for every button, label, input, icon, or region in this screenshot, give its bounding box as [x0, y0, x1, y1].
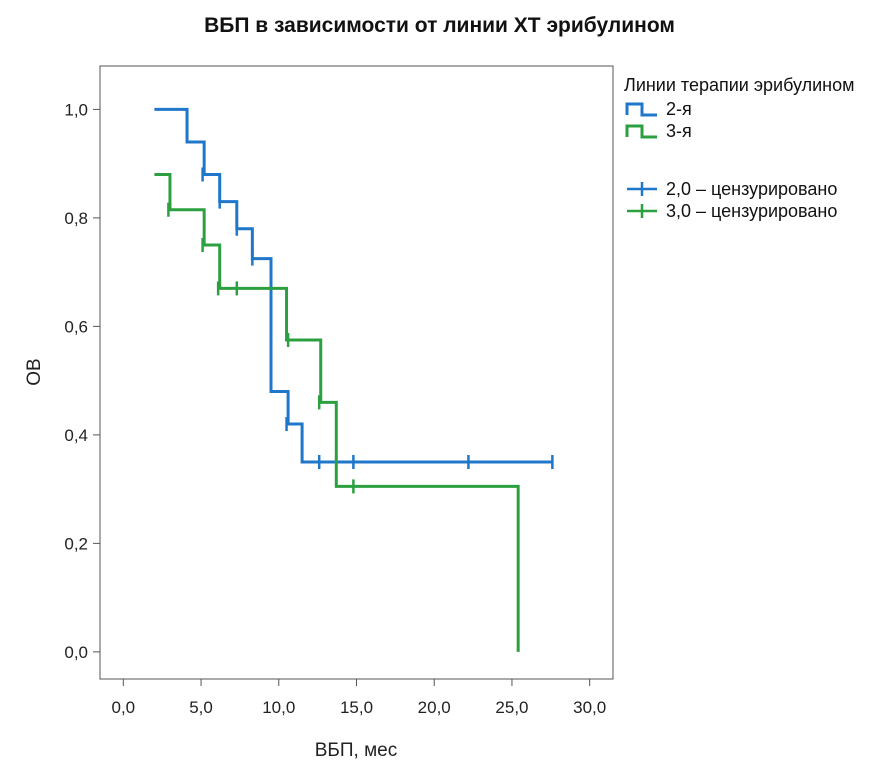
legend-label-censored-3: 3,0 – цензурировано [666, 201, 838, 221]
y-tick-label: 1,0 [64, 100, 88, 119]
legend-label-line-2: 2-я [666, 99, 692, 119]
x-tick-label: 0,0 [111, 698, 135, 717]
x-tick-label: 30,0 [573, 698, 606, 717]
legend-label-censored-2: 2,0 – цензурировано [666, 179, 838, 199]
y-tick-label: 0,0 [64, 643, 88, 662]
y-tick-label: 0,4 [64, 426, 88, 445]
series-layer [154, 107, 554, 652]
legend-item-line-3: 3-я [624, 120, 855, 142]
x-tick-label: 15,0 [340, 698, 373, 717]
y-tick-label: 0,8 [64, 209, 88, 228]
y-axis-title: ОВ [24, 358, 45, 385]
legend: Линии терапии эрибулином 2-я 3-я 2,0 – ц… [624, 74, 855, 222]
x-axis: 0,0 5,0 10,0 15,0 20,0 25,0 30,0 [111, 679, 606, 717]
x-tick-label: 5,0 [189, 698, 213, 717]
chart-title: ВБП в зависимости от линии ХТ эрибулином [204, 14, 675, 37]
series-line-2 [154, 107, 553, 464]
legend-title: Линии терапии эрибулином [624, 75, 855, 95]
legend-item-censored-2: 2,0 – цензурировано [624, 178, 855, 200]
legend-swatch-censored-2 [627, 182, 657, 196]
legend-swatch-censored-3 [627, 204, 657, 218]
y-tick-label: 0,2 [64, 534, 88, 553]
plot-frame [99, 65, 614, 680]
x-tick-label: 10,0 [262, 698, 295, 717]
legend-swatch-line-3 [625, 124, 657, 139]
y-tick-label: 0,6 [64, 317, 88, 336]
legend-item-censored-3: 3,0 – цензурировано [624, 200, 855, 222]
y-axis: 0,0 0,2 0,4 0,6 0,8 1,0 [64, 100, 100, 662]
x-axis-title: ВБП, мес [315, 740, 398, 761]
x-tick-label: 25,0 [495, 698, 528, 717]
x-tick-label: 20,0 [418, 698, 451, 717]
legend-label-line-3: 3-я [666, 121, 692, 141]
series-line-3 [154, 172, 520, 652]
legend-swatch-line-2 [625, 102, 657, 117]
legend-item-line-2: 2-я [624, 98, 855, 120]
